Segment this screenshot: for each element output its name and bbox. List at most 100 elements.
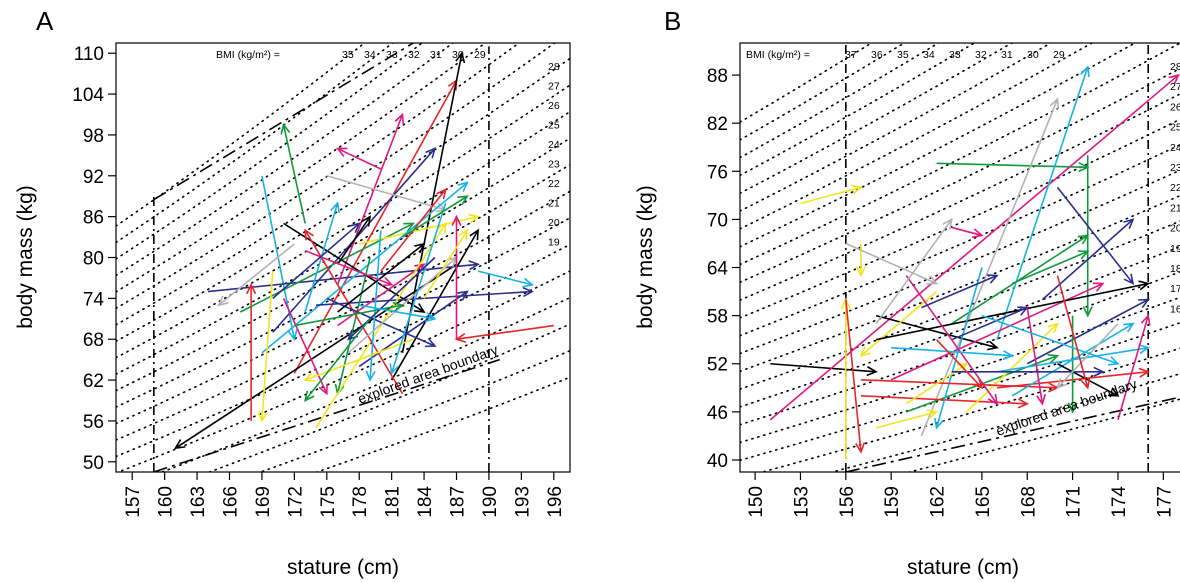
bmi-side-label: 20	[1170, 223, 1180, 235]
panel-a-ticks: 157 160 163 166 169 172 175 178 181 184 187 190 193 1…	[72, 44, 565, 517]
panel-b-bmi-header: BMI (kg/m²) =	[746, 49, 810, 61]
x-tick-label: 163	[188, 486, 209, 518]
y-tick-label: 74	[83, 289, 105, 310]
boundary-line	[153, 43, 414, 201]
x-tick-label: 175	[318, 486, 339, 518]
bmi-isoline	[207, 323, 570, 472]
bmi-top-label: 30	[452, 49, 464, 61]
bmi-top-label: 34	[364, 49, 376, 61]
change-arrow	[272, 222, 361, 299]
y-tick-label: 110	[74, 44, 104, 65]
change-arrow	[358, 290, 469, 368]
bmi-top-label: 29	[1053, 49, 1065, 61]
bmi-side-label: 21	[548, 198, 560, 210]
change-arrow	[423, 228, 469, 299]
bmi-top-label: 33	[949, 49, 961, 61]
bmi-isoline	[116, 43, 556, 326]
bmi-side-label: 19	[1170, 243, 1180, 255]
panel-a-x-axis-title: stature (cm)	[287, 556, 399, 579]
bmi-isoline	[314, 376, 570, 472]
change-arrow	[875, 217, 953, 325]
bmi-side-label: 20	[548, 217, 560, 229]
y-tick-label: 56	[83, 412, 104, 433]
change-arrow	[337, 242, 426, 313]
x-tick-label: 193	[512, 486, 533, 518]
y-tick-label: 104	[72, 85, 104, 106]
bmi-isoline	[740, 43, 1137, 248]
change-arrow	[359, 213, 480, 245]
change-arrow	[935, 339, 984, 390]
bmi-isoline	[740, 43, 1094, 230]
change-arrow	[845, 299, 866, 454]
bmi-top-label: 32	[975, 49, 987, 61]
change-arrow	[855, 243, 867, 278]
bmi-side-label: 18	[1170, 263, 1180, 275]
change-arrow	[1026, 307, 1047, 406]
bmi-isoline	[829, 372, 1180, 472]
change-arrow	[246, 282, 257, 421]
change-arrow	[891, 346, 1014, 361]
panel-a-bmi-header: BMI (kg/m²) =	[216, 49, 280, 61]
x-tick-label: 190	[480, 486, 501, 518]
bmi-isoline	[116, 57, 570, 343]
change-arrow	[951, 366, 1105, 377]
change-arrow	[769, 73, 1180, 421]
change-arrow	[1011, 250, 1090, 285]
bmi-side-label: 19	[548, 237, 560, 249]
change-arrow	[283, 222, 426, 313]
change-arrow	[359, 304, 437, 323]
change-arrow	[859, 290, 938, 357]
change-arrow	[389, 202, 447, 376]
y-tick-label: 88	[707, 66, 728, 87]
bmi-isoline	[116, 43, 487, 293]
bmi-side-label: 24	[1170, 142, 1180, 154]
bmi-isoline	[159, 296, 570, 472]
x-tick-label: 156	[837, 486, 858, 518]
panel-b-arrows	[769, 65, 1180, 460]
bmi-isoline	[740, 43, 941, 159]
bmi-side-label: 24	[548, 139, 560, 151]
bmi-isoline	[740, 67, 1180, 284]
change-arrow	[1056, 323, 1119, 390]
change-arrow	[920, 97, 1059, 437]
change-arrow	[1056, 186, 1135, 286]
bmi-side-label: 22	[548, 178, 560, 190]
bmi-top-label: 33	[386, 49, 398, 61]
change-arrow	[335, 147, 382, 170]
panel-b-letter: B	[664, 6, 681, 36]
y-tick-label: 98	[83, 126, 104, 147]
x-tick-label: 178	[350, 486, 371, 518]
change-arrow	[477, 270, 534, 288]
x-tick-label: 196	[545, 486, 566, 518]
panel-a-bmi-labels: 35 34 33 32 31 30 29 28 27 26 25 24 23 22 21 20 19	[342, 49, 560, 249]
bmi-isoline	[116, 43, 455, 277]
change-arrow	[451, 214, 462, 340]
change-arrow	[934, 267, 983, 430]
x-tick-label: 157	[123, 486, 144, 518]
bmi-isoline	[740, 245, 1180, 408]
change-arrow	[280, 122, 306, 224]
bmi-isoline	[116, 110, 570, 376]
bmi-isoline	[116, 217, 570, 441]
change-arrow	[390, 228, 480, 381]
change-arrow	[875, 314, 999, 351]
y-tick-label: 80	[83, 249, 104, 270]
bmi-top-label: 36	[871, 49, 883, 61]
change-arrow	[365, 230, 382, 382]
panel-b-bmi-labels: 37 36 35 34 33 32 31 30 29 28 27 26 25 24 23 22 21 20 19 18…	[845, 49, 1180, 315]
x-tick-label: 171	[1064, 486, 1085, 518]
panel-b-y-axis-title: body mass (kg)	[634, 185, 657, 329]
change-arrow	[921, 274, 999, 309]
panel-b-x-axis-title: stature (cm)	[907, 556, 1019, 579]
bmi-side-label: 27	[1170, 81, 1180, 93]
change-arrow	[1041, 218, 1135, 301]
bmi-isoline	[906, 398, 1180, 472]
bmi-isoline	[116, 43, 394, 244]
change-arrow	[304, 249, 394, 287]
x-tick-label: 177	[1154, 486, 1175, 518]
bmi-isoline	[116, 243, 570, 458]
x-tick-label: 160	[156, 486, 177, 518]
y-tick-label: 86	[83, 208, 104, 229]
bmi-top-label: 31	[1001, 49, 1013, 61]
bmi-top-label: 35	[342, 49, 354, 61]
